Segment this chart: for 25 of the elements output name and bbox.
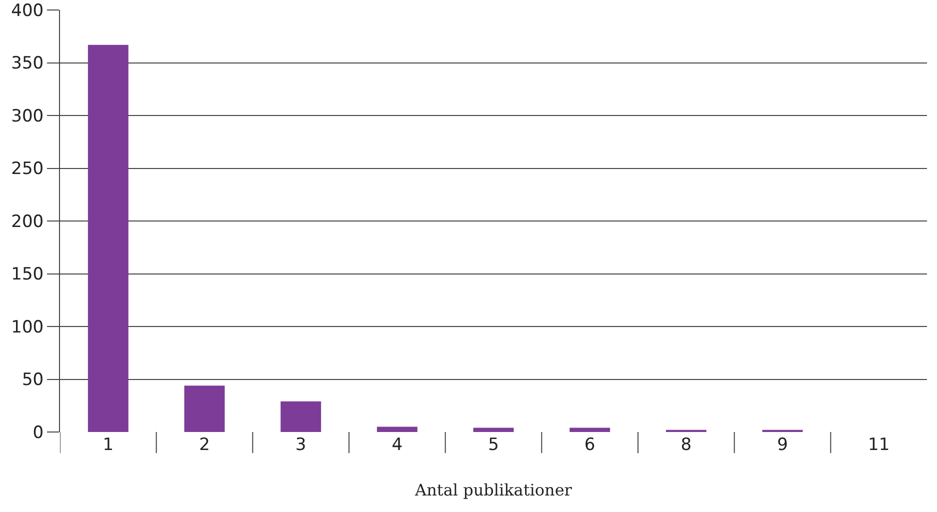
y-tick-label: 100 <box>11 317 44 338</box>
x-tick-label: 1 <box>102 435 114 455</box>
y-tick-label: 50 <box>22 370 44 390</box>
x-tick-label: 9 <box>777 435 788 455</box>
x-tick-label: 3 <box>295 435 306 455</box>
bar <box>376 426 418 432</box>
x-axis-title: Antal publikationer <box>414 480 572 500</box>
y-tick-label: 150 <box>11 264 44 285</box>
y-tick-label: 350 <box>11 54 44 74</box>
y-tick-label: 300 <box>11 106 44 126</box>
bar <box>88 44 128 432</box>
x-tick-label: 11 <box>868 435 890 455</box>
y-tick-label: 200 <box>11 212 44 232</box>
x-tick-label: 6 <box>584 435 596 455</box>
y-tick-label: 400 <box>11 0 44 21</box>
y-tick-label: 250 <box>11 159 44 180</box>
bar <box>280 401 322 432</box>
x-tick-label: 5 <box>488 435 499 455</box>
bar <box>473 428 514 432</box>
x-tick-label: 8 <box>680 435 692 455</box>
x-tick-label: 2 <box>199 435 210 455</box>
x-tick-label: 4 <box>392 435 403 455</box>
bar <box>570 428 610 432</box>
y-tick-label: 0 <box>32 422 44 443</box>
bar <box>184 386 225 432</box>
